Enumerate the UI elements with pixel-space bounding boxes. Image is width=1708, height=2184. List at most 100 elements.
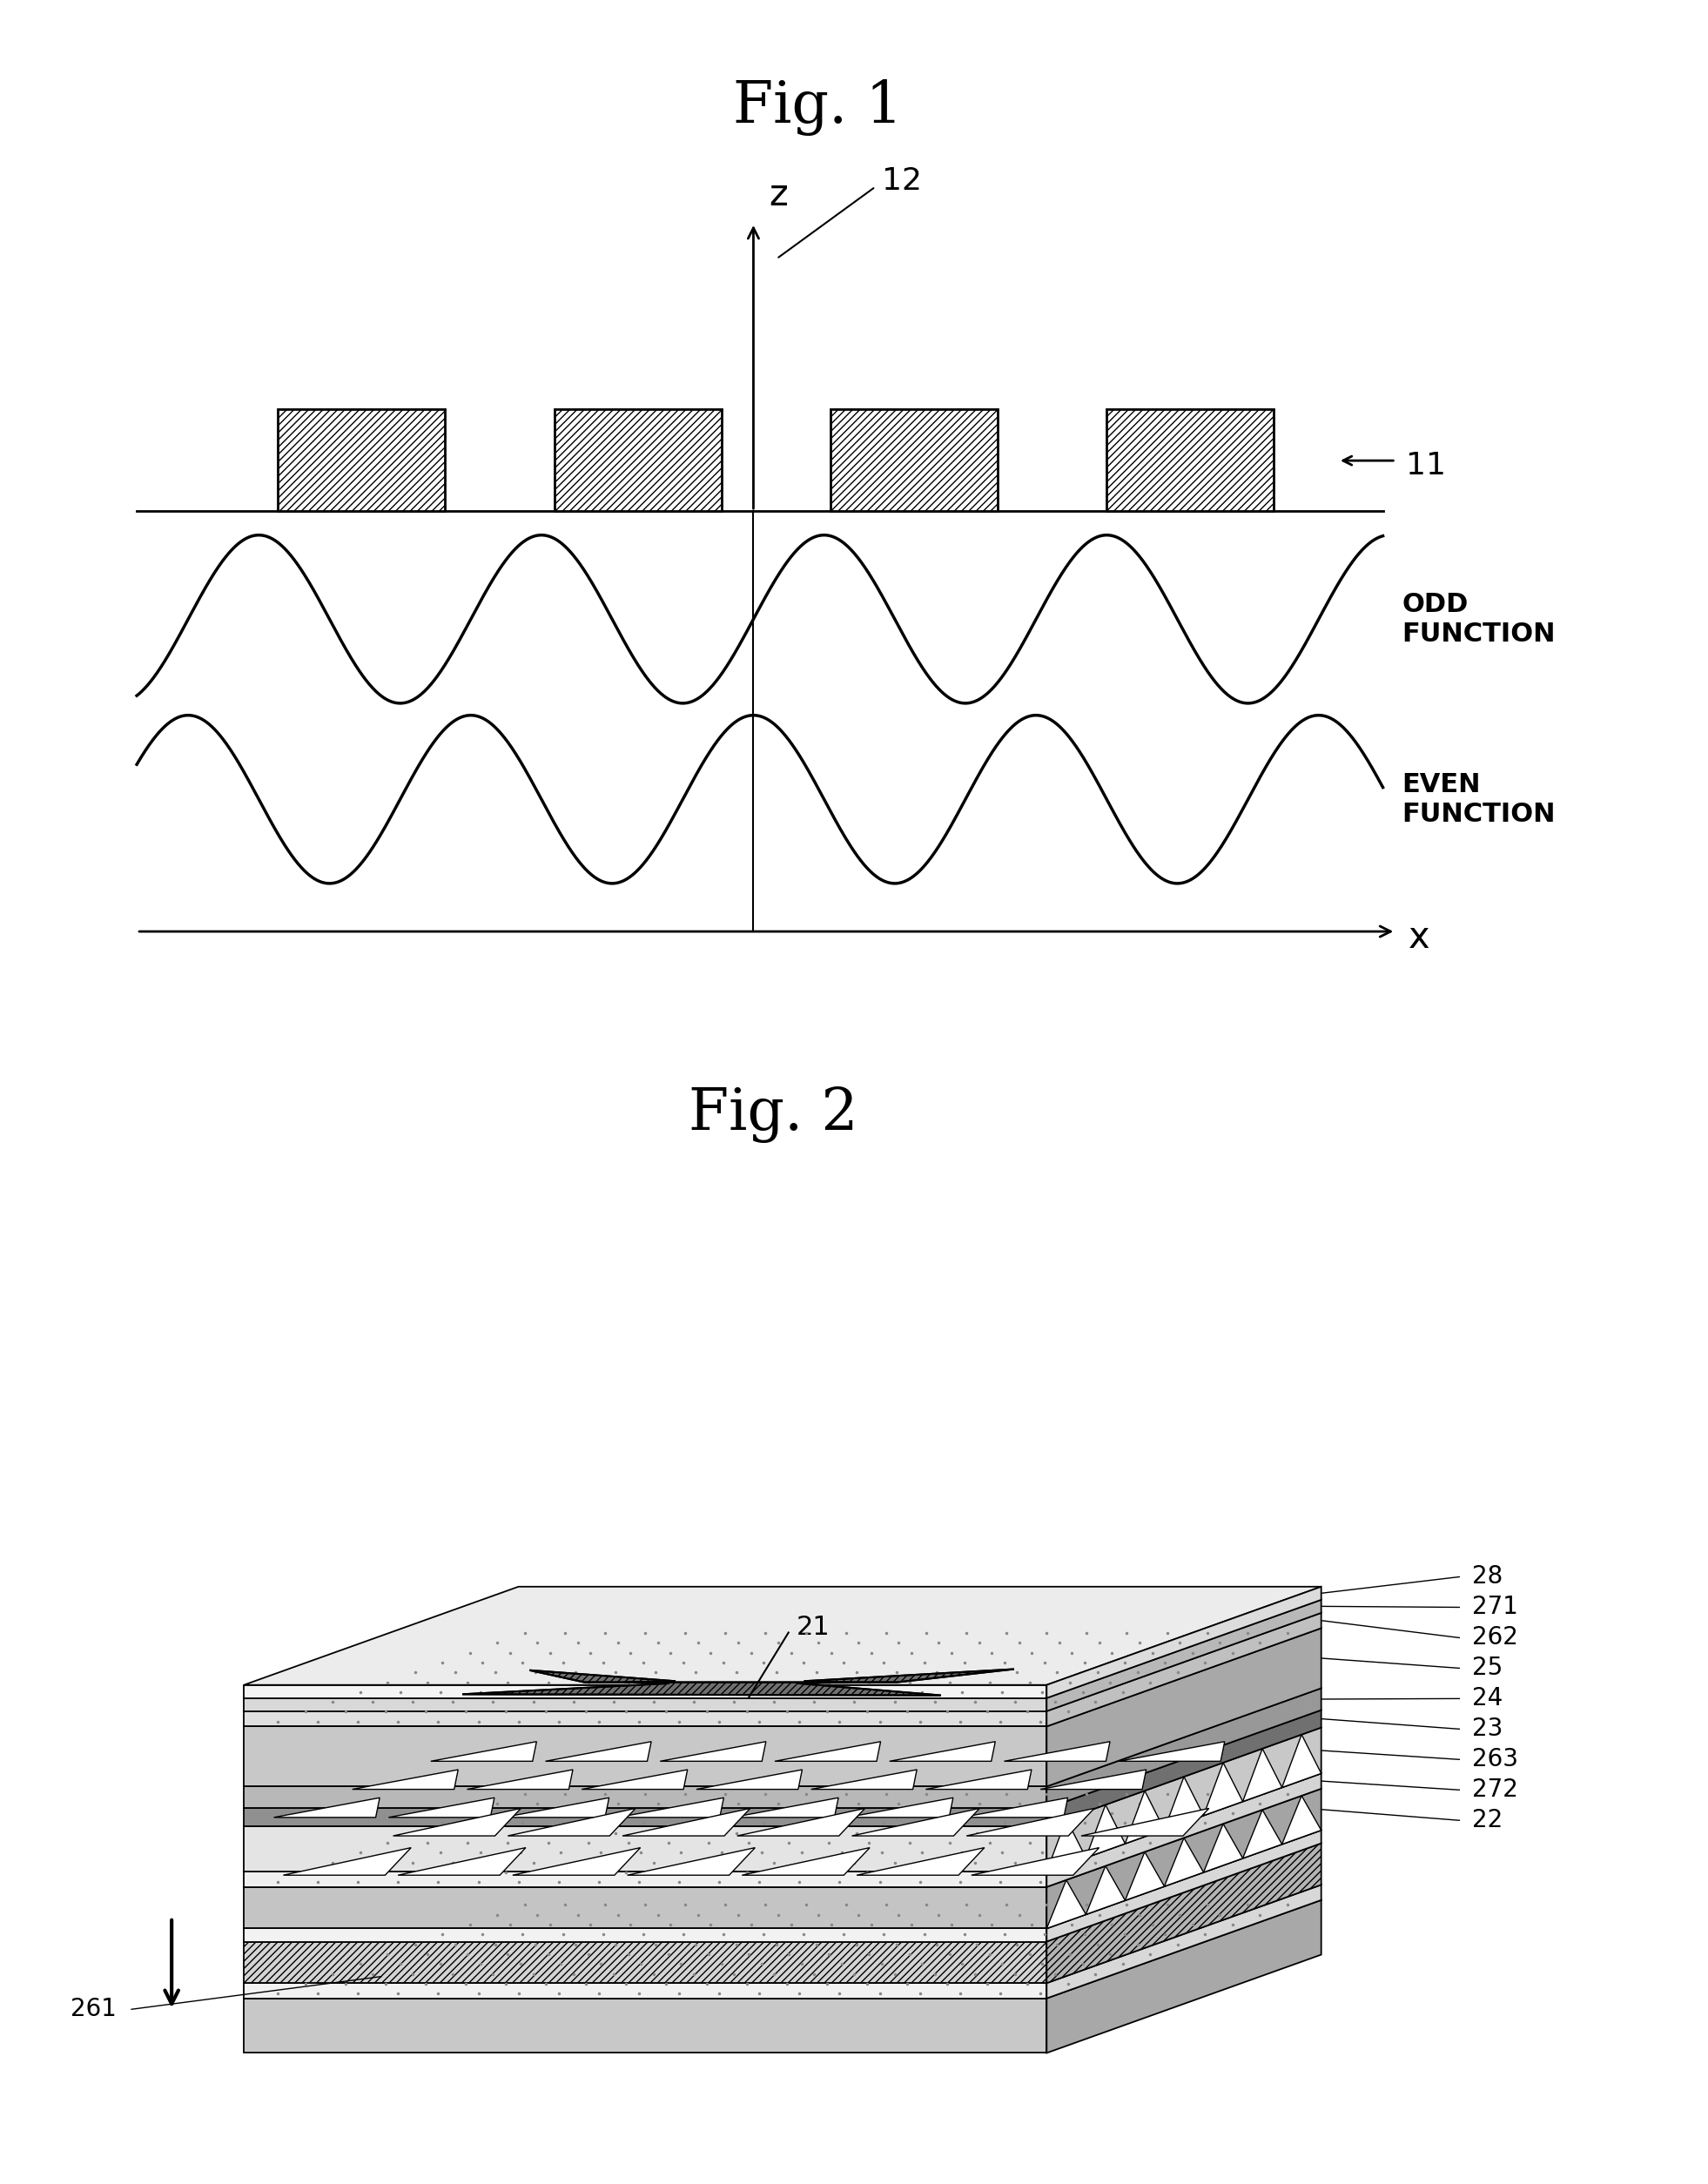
Polygon shape: [352, 1769, 458, 1789]
Text: 11: 11: [1406, 450, 1447, 480]
Text: Fig. 2: Fig. 2: [688, 1088, 859, 1144]
Polygon shape: [582, 1769, 688, 1789]
Polygon shape: [1040, 1769, 1146, 1789]
Text: 23: 23: [1472, 1717, 1503, 1741]
Polygon shape: [244, 1686, 1047, 1699]
Polygon shape: [1047, 1586, 1322, 1699]
Polygon shape: [244, 1872, 1047, 1887]
Polygon shape: [1047, 1880, 1086, 1928]
Polygon shape: [967, 1808, 1095, 1837]
Polygon shape: [1283, 1734, 1322, 1787]
Text: x: x: [1409, 919, 1430, 957]
Polygon shape: [1047, 1819, 1086, 1872]
Polygon shape: [244, 1789, 1322, 1887]
Polygon shape: [659, 1741, 765, 1760]
Text: 24: 24: [1472, 1686, 1503, 1710]
Polygon shape: [393, 1808, 521, 1837]
Polygon shape: [244, 1843, 1322, 1942]
Polygon shape: [1047, 1789, 1322, 1928]
Text: Fig. 1: Fig. 1: [733, 79, 902, 135]
Polygon shape: [244, 1808, 1047, 1826]
Polygon shape: [1047, 1885, 1322, 1998]
Text: 21: 21: [796, 1614, 830, 1640]
Polygon shape: [507, 1808, 635, 1837]
Text: 261: 261: [70, 1996, 116, 2022]
Polygon shape: [1165, 1837, 1204, 1887]
Polygon shape: [852, 1808, 980, 1837]
Polygon shape: [1086, 1804, 1126, 1859]
Polygon shape: [244, 1599, 1322, 1699]
Text: 28: 28: [1472, 1564, 1503, 1590]
Bar: [555, 408, 721, 511]
Polygon shape: [1243, 1811, 1283, 1859]
Polygon shape: [1047, 1843, 1322, 1983]
Polygon shape: [847, 1797, 953, 1817]
Polygon shape: [733, 1797, 839, 1817]
Polygon shape: [273, 1797, 379, 1817]
Bar: [278, 408, 446, 511]
Text: 12: 12: [881, 166, 922, 197]
Polygon shape: [244, 1826, 1047, 1872]
Polygon shape: [244, 1725, 1047, 1787]
Polygon shape: [627, 1848, 755, 1876]
Polygon shape: [1047, 1599, 1322, 1712]
Polygon shape: [244, 1627, 1322, 1725]
Text: 263: 263: [1472, 1747, 1518, 1771]
Polygon shape: [1126, 1852, 1165, 1900]
Polygon shape: [1204, 1824, 1243, 1872]
Polygon shape: [1086, 1865, 1126, 1915]
Text: 272: 272: [1472, 1778, 1518, 1802]
Polygon shape: [244, 1942, 1047, 1983]
Text: EVEN
FUNCTION: EVEN FUNCTION: [1402, 773, 1556, 826]
Polygon shape: [1243, 1749, 1283, 1802]
Text: 25: 25: [1472, 1655, 1503, 1679]
Polygon shape: [284, 1848, 412, 1876]
Polygon shape: [1119, 1741, 1225, 1760]
Polygon shape: [244, 1710, 1322, 1808]
Polygon shape: [388, 1797, 494, 1817]
Polygon shape: [1047, 1627, 1322, 1787]
Polygon shape: [244, 1773, 1322, 1872]
Polygon shape: [775, 1741, 881, 1760]
Polygon shape: [890, 1741, 996, 1760]
Bar: [830, 408, 997, 511]
Polygon shape: [398, 1848, 526, 1876]
Polygon shape: [741, 1848, 869, 1876]
Polygon shape: [926, 1769, 1032, 1789]
Text: 22: 22: [1472, 1808, 1503, 1832]
Polygon shape: [811, 1769, 917, 1789]
Polygon shape: [463, 1669, 1015, 1695]
Polygon shape: [1047, 1773, 1322, 1887]
Polygon shape: [244, 1728, 1322, 1826]
Polygon shape: [1047, 1612, 1322, 1725]
Polygon shape: [1004, 1741, 1110, 1760]
Text: z: z: [769, 177, 787, 214]
Polygon shape: [738, 1808, 864, 1837]
Polygon shape: [962, 1797, 1068, 1817]
Polygon shape: [244, 1612, 1322, 1712]
Polygon shape: [1047, 1710, 1322, 1826]
Bar: [1107, 408, 1274, 511]
Polygon shape: [1283, 1795, 1322, 1843]
Polygon shape: [622, 1808, 750, 1837]
Polygon shape: [244, 1712, 1047, 1725]
Polygon shape: [244, 1699, 1047, 1712]
Polygon shape: [430, 1741, 536, 1760]
Polygon shape: [244, 1830, 1322, 1928]
Text: 271: 271: [1472, 1594, 1518, 1621]
Polygon shape: [244, 1586, 1322, 1686]
Polygon shape: [1126, 1791, 1165, 1843]
Polygon shape: [1165, 1778, 1204, 1830]
Polygon shape: [1047, 1830, 1322, 1942]
Polygon shape: [244, 1928, 1047, 1942]
Polygon shape: [545, 1741, 651, 1760]
Polygon shape: [1047, 1900, 1322, 2053]
Polygon shape: [244, 1887, 1047, 1928]
Polygon shape: [244, 1688, 1322, 1787]
Polygon shape: [244, 1998, 1047, 2053]
Polygon shape: [1047, 1688, 1322, 1808]
Polygon shape: [857, 1848, 984, 1876]
Text: 262: 262: [1472, 1625, 1518, 1649]
Polygon shape: [244, 1787, 1047, 1808]
Polygon shape: [1081, 1808, 1209, 1837]
